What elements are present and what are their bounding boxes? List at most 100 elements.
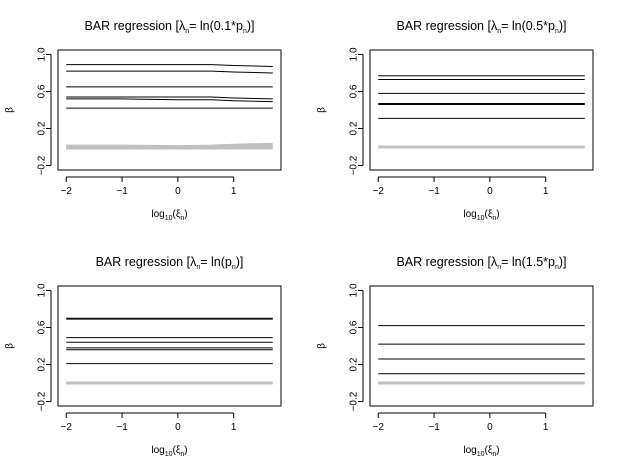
subscript: n xyxy=(497,28,501,35)
subscript: n xyxy=(555,264,559,271)
text-run: ) xyxy=(184,209,187,220)
text-run: = ln(1.5*p xyxy=(501,255,555,269)
x-tick-label: −1 xyxy=(428,186,440,197)
x-tick-label: 1 xyxy=(543,422,549,433)
text-run: BAR regression [λ xyxy=(396,255,497,269)
x-tick-label: 0 xyxy=(487,422,493,433)
x-axis-label: log10(ξn) xyxy=(463,445,499,458)
plot-frame xyxy=(57,285,282,407)
subscript: n xyxy=(180,215,184,222)
y-tick-label: −0.2 xyxy=(37,391,48,411)
x-tick-label: −1 xyxy=(116,186,128,197)
x-axis: −2 −1 0 1 xyxy=(61,412,237,433)
text-run: (ξ xyxy=(173,445,181,456)
y-axis-label: β xyxy=(317,343,328,349)
y-tick-label: 0.6 xyxy=(37,320,48,334)
x-tick-label: −2 xyxy=(373,422,385,433)
y-axis: −0.2 0.2 0.6 1.0 xyxy=(349,47,364,175)
x-tick-label: −2 xyxy=(61,422,73,433)
x-tick-label: 1 xyxy=(231,422,237,433)
subscript: 10 xyxy=(165,215,173,222)
chart-title: BAR regression [λn= ln(pn)] xyxy=(96,255,244,271)
y-tick-label: 0.6 xyxy=(349,320,360,334)
y-tick-label: 1.0 xyxy=(349,283,360,297)
text-run: ) xyxy=(496,445,499,456)
text-run: ) xyxy=(184,445,187,456)
text-run: ) xyxy=(496,209,499,220)
text-run: )] xyxy=(559,19,567,33)
y-tick-label: 0.2 xyxy=(349,357,360,371)
x-axis-label: log10(ξn) xyxy=(463,209,499,222)
text-run: = ln(0.5*p xyxy=(501,19,555,33)
x-tick-label: −2 xyxy=(61,186,73,197)
chart-title: BAR regression [λn= ln(0.1*pn)] xyxy=(84,19,254,35)
text-run: (ξ xyxy=(485,209,493,220)
x-tick-label: −2 xyxy=(373,186,385,197)
subscript: 10 xyxy=(165,451,173,458)
series-group xyxy=(66,317,273,385)
y-tick-label: 0.6 xyxy=(37,84,48,98)
x-axis-label: log10(ξn) xyxy=(151,445,187,458)
x-tick-label: 0 xyxy=(487,186,493,197)
x-axis: −2 −1 0 1 xyxy=(373,176,549,197)
y-tick-label: −0.2 xyxy=(349,155,360,175)
chart-panel-4: BAR regression [λn= ln(1.5*pn)]−2 −1 0 1−0.… xyxy=(317,255,594,458)
plot-frame xyxy=(57,49,282,171)
y-tick-label: 0.6 xyxy=(349,84,360,98)
text-run: )] xyxy=(247,19,255,33)
y-tick-label: 0.2 xyxy=(37,357,48,371)
y-axis-label: β xyxy=(5,343,16,349)
chart-title: BAR regression [λn= ln(0.5*pn)] xyxy=(396,19,566,35)
y-tick-label: 0.2 xyxy=(37,121,48,135)
plot-frame xyxy=(369,285,594,407)
x-tick-label: 0 xyxy=(175,186,181,197)
x-tick-label: 0 xyxy=(175,422,181,433)
text-run: (ξ xyxy=(485,445,493,456)
y-axis: −0.2 0.2 0.6 1.0 xyxy=(349,283,364,411)
chart-panel-2: BAR regression [λn= ln(0.5*pn)]−2 −1 0 1−0.… xyxy=(317,19,594,222)
x-axis-label: log10(ξn) xyxy=(151,209,187,222)
y-tick-label: 0.2 xyxy=(349,121,360,135)
text-run: )] xyxy=(236,255,244,269)
subscript: 10 xyxy=(477,451,485,458)
chart-panel-3: BAR regression [λn= ln(pn)]−2 −1 0 1−0.20.2… xyxy=(5,255,282,458)
subscript: n xyxy=(180,451,184,458)
y-axis-label: β xyxy=(317,107,328,113)
x-axis: −2 −1 0 1 xyxy=(61,176,237,197)
y-axis: −0.2 0.2 0.6 1.0 xyxy=(37,283,52,411)
series-group xyxy=(378,325,585,385)
chart-title: BAR regression [λn= ln(1.5*pn)] xyxy=(396,255,566,271)
series-line-5 xyxy=(66,98,273,103)
text-run: )] xyxy=(559,255,567,269)
subscript: 10 xyxy=(477,215,485,222)
subscript: n xyxy=(232,264,236,271)
text-run: log xyxy=(463,445,476,456)
x-tick-label: −1 xyxy=(428,422,440,433)
subscript: n xyxy=(492,215,496,222)
y-tick-label: 1.0 xyxy=(349,47,360,61)
subscript: n xyxy=(196,264,200,271)
text-run: = ln(0.1*p xyxy=(189,19,243,33)
text-run: BAR regression [λ xyxy=(84,19,185,33)
subscript: n xyxy=(555,28,559,35)
series-line-2 xyxy=(66,70,273,74)
y-tick-label: 1.0 xyxy=(37,47,48,61)
y-tick-label: −0.2 xyxy=(349,391,360,411)
subscript: n xyxy=(492,451,496,458)
series-group xyxy=(378,75,585,149)
y-tick-label: −0.2 xyxy=(37,155,48,175)
plot-frame xyxy=(369,49,594,171)
series-line-1 xyxy=(66,64,273,67)
y-axis: −0.2 0.2 0.6 1.0 xyxy=(37,47,52,175)
text-run: BAR regression [λ xyxy=(396,19,497,33)
x-tick-label: 1 xyxy=(543,186,549,197)
chart-panel-1: BAR regression [λn= ln(0.1*pn)]−2 −1 0 1−0.… xyxy=(5,19,282,222)
text-run: (ξ xyxy=(173,209,181,220)
text-run: BAR regression [λ xyxy=(96,255,197,269)
subscript: n xyxy=(243,28,247,35)
x-axis: −2 −1 0 1 xyxy=(373,412,549,433)
y-axis-label: β xyxy=(5,107,16,113)
text-run: = ln(p xyxy=(200,255,232,269)
y-tick-label: 1.0 xyxy=(37,283,48,297)
